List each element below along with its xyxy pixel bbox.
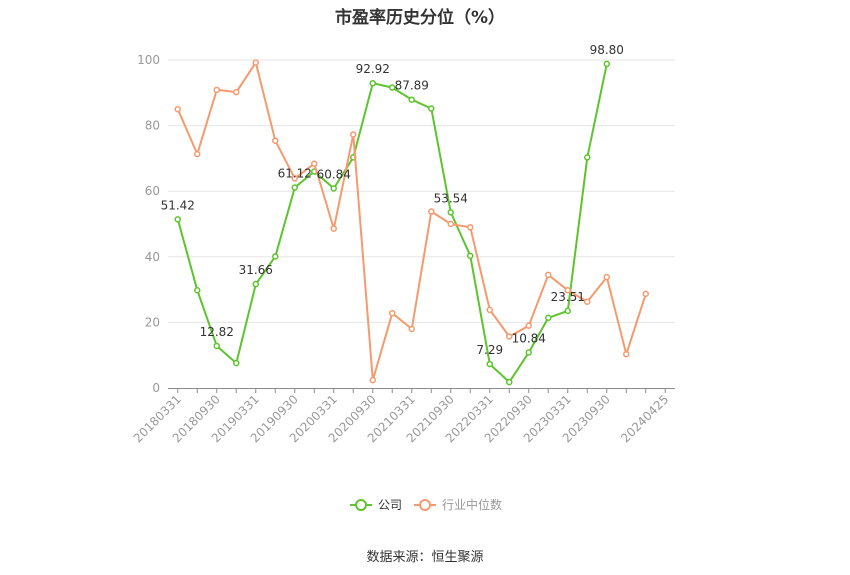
data-point-1 <box>369 376 376 384</box>
data-point-1 <box>545 271 552 279</box>
data-point-0 <box>291 184 298 191</box>
data-point-1 <box>584 298 591 305</box>
data-label: 12.82 <box>200 325 234 339</box>
data-point-0 <box>369 79 376 87</box>
data-label: 10.84 <box>512 331 546 345</box>
data-point-0 <box>525 349 532 356</box>
y-tick-label: 0 <box>152 381 160 395</box>
data-point-0 <box>486 360 493 368</box>
data-point-0 <box>174 216 181 223</box>
data-label: 61.12 <box>278 167 312 181</box>
data-point-0 <box>545 314 552 322</box>
data-point-0 <box>584 154 591 161</box>
data-point-0 <box>272 253 279 260</box>
data-point-0 <box>506 378 513 386</box>
data-point-1 <box>389 309 396 317</box>
legend-company-marker <box>355 499 367 511</box>
data-point-0 <box>194 287 201 294</box>
data-label: 87.89 <box>395 79 429 93</box>
data-point-0 <box>330 185 337 192</box>
data-point-0 <box>564 307 571 315</box>
data-point-1 <box>330 225 337 232</box>
source-note: 数据来源：恒生聚源 <box>366 550 484 565</box>
data-point-0 <box>408 96 415 103</box>
y-tick-label: 60 <box>145 184 160 198</box>
data-point-1 <box>447 220 454 228</box>
legend-industry-marker <box>419 499 431 511</box>
data-point-1 <box>194 150 201 158</box>
data-point-0 <box>389 84 396 91</box>
data-point-1 <box>174 105 181 113</box>
data-point-0 <box>447 209 454 216</box>
data-point-1 <box>623 350 630 358</box>
data-point-1 <box>311 160 318 167</box>
data-label: 60.84 <box>317 167 351 181</box>
chart-title: 市盈率历史分位（%） <box>334 8 506 28</box>
data-label: 7.29 <box>476 343 503 357</box>
y-tick-label: 100 <box>137 53 160 67</box>
data-point-1 <box>272 137 279 144</box>
data-point-1 <box>408 325 415 333</box>
data-point-1 <box>525 322 532 329</box>
data-label: 23.51 <box>551 290 585 304</box>
data-point-1 <box>603 273 610 281</box>
y-tick-label: 40 <box>145 250 160 264</box>
x-tick-label: 20240425 <box>618 392 671 445</box>
data-point-1 <box>233 88 240 96</box>
data-point-1 <box>291 175 298 182</box>
data-label: 53.54 <box>434 191 468 205</box>
data-point-0 <box>233 359 240 367</box>
legend-company-label: 公司 <box>378 498 402 512</box>
data-label: 98.80 <box>590 43 624 57</box>
data-label: 51.42 <box>161 198 195 212</box>
data-point-1 <box>564 287 571 294</box>
data-point-0 <box>213 342 220 350</box>
data-point-0 <box>428 105 435 112</box>
data-point-1 <box>642 290 649 298</box>
y-tick-label: 80 <box>145 119 160 133</box>
data-label: 92.92 <box>356 62 390 76</box>
legend-industry-label: 行业中位数 <box>442 497 502 512</box>
data-point-1 <box>486 306 493 314</box>
data-point-1 <box>252 59 259 66</box>
data-point-1 <box>213 86 220 94</box>
data-point-0 <box>603 60 610 68</box>
series-line-1 <box>176 61 647 382</box>
data-point-1 <box>350 131 357 138</box>
y-tick-label: 20 <box>145 315 160 329</box>
data-point-0 <box>252 280 259 288</box>
data-label: 31.66 <box>239 263 273 277</box>
data-point-0 <box>467 252 474 260</box>
data-point-1 <box>506 333 513 340</box>
data-point-1 <box>428 208 435 215</box>
data-point-1 <box>467 224 474 231</box>
